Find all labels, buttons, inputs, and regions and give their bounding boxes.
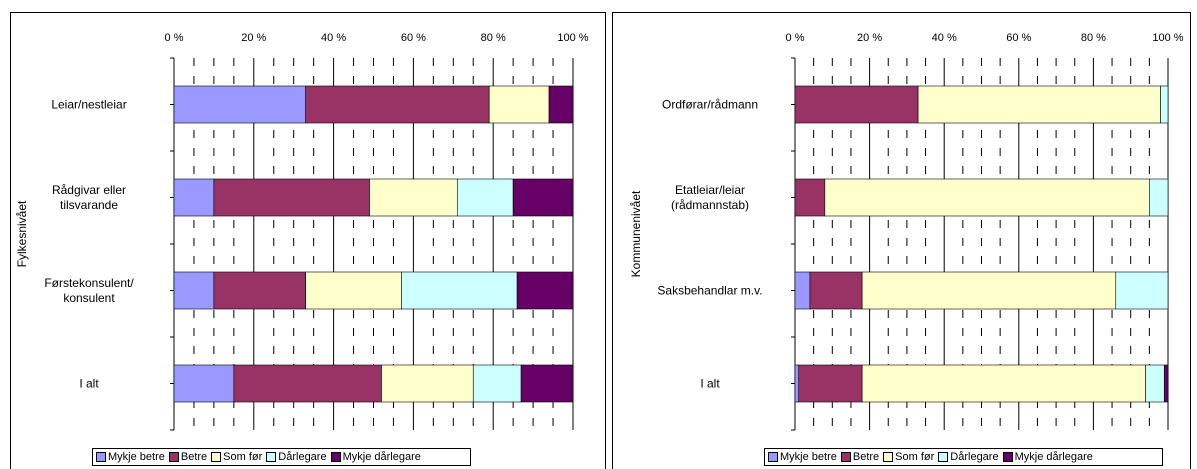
- bar-segment: [824, 178, 1150, 217]
- bar-segment: [794, 178, 826, 217]
- legend-swatch: [883, 452, 894, 462]
- bar-segment: [173, 178, 215, 217]
- bar-segment: [173, 85, 306, 124]
- x-tick-label: 0 %: [165, 32, 184, 44]
- legend-item: Som før: [883, 451, 934, 463]
- legend-swatch: [938, 452, 949, 462]
- bar-segment: [233, 364, 382, 403]
- bar-segment: [794, 364, 800, 403]
- legend-item: Mykje dårlegare: [1002, 451, 1093, 463]
- legend-item: Mykje betre: [768, 451, 837, 463]
- category-label: Ordførar/rådmann: [661, 97, 759, 111]
- bar-segment: [173, 364, 235, 403]
- category-label: I alt: [79, 376, 99, 390]
- x-tick-label: 60 %: [401, 32, 426, 44]
- bar-segment: [305, 271, 402, 310]
- panel-frame: [10, 12, 606, 469]
- legend-label: Mykje betre: [108, 451, 165, 463]
- bar-segment: [213, 178, 370, 217]
- legend-label: Mykje dårlegare: [342, 451, 421, 463]
- legend-item: Betre: [840, 451, 880, 463]
- bar-segment: [1163, 364, 1169, 403]
- bar-segment: [809, 271, 863, 310]
- bar-segment: [1115, 271, 1169, 310]
- legend-swatch: [840, 452, 851, 462]
- bar-segment: [861, 271, 1117, 310]
- legend-swatch: [1002, 452, 1013, 462]
- bar-segment: [1160, 85, 1169, 124]
- x-tick-label: 60 %: [1006, 32, 1031, 44]
- legend-label: Betre: [180, 451, 208, 463]
- bar-segment: [213, 271, 306, 310]
- bar-segment: [917, 85, 1161, 124]
- panel-frame: [612, 12, 1191, 469]
- x-tick-label: 20 %: [241, 32, 266, 44]
- category-label: Saksbehandlar m.v.: [657, 283, 763, 297]
- bar-segment: [1145, 364, 1165, 403]
- bar-segment: [516, 271, 574, 310]
- legend-label: Som før: [223, 451, 263, 463]
- bar-segment: [861, 364, 1146, 403]
- y-axis-label: Fylkesnivået: [15, 200, 29, 268]
- legend: Mykje betre Betre Som før Dårlegare Mykje då…: [92, 448, 471, 466]
- bar-segment: [173, 271, 215, 310]
- bar-segment: [401, 271, 518, 310]
- x-tick-label: 40 %: [932, 32, 957, 44]
- legend: Mykje betre Betre Som før Dårlegare Mykje då…: [764, 448, 1163, 466]
- x-tick-label: 80 %: [1081, 32, 1106, 44]
- legend-item: Mykje dårlegare: [330, 451, 421, 463]
- legend-swatch: [330, 452, 341, 462]
- bar-segment: [548, 85, 574, 124]
- bar-segment: [794, 271, 811, 310]
- legend-swatch: [211, 452, 222, 462]
- legend-label: Betre: [852, 451, 880, 463]
- x-tick-label: 40 %: [321, 32, 346, 44]
- y-axis-label: Kommunenivået: [629, 190, 643, 278]
- category-label: I alt: [700, 376, 720, 390]
- legend-item: Som før: [211, 451, 262, 463]
- x-tick-label: 0 %: [786, 32, 805, 44]
- bar-segment: [488, 85, 550, 124]
- x-tick-label: 20 %: [857, 32, 882, 44]
- bar-segment: [456, 178, 514, 217]
- legend-label: Mykje betre: [780, 451, 837, 463]
- legend-swatch: [96, 452, 106, 462]
- x-tick-label: 100 %: [557, 32, 588, 44]
- legend-label: Som før: [895, 451, 935, 463]
- category-label: Leiar/nestleiar: [51, 97, 127, 111]
- bar-segment: [369, 178, 458, 217]
- legend-label: Dårlegare: [950, 451, 999, 463]
- legend-label: Mykje dårlegare: [1014, 451, 1093, 463]
- x-tick-label: 100 %: [1152, 32, 1183, 44]
- bar-segment: [512, 178, 574, 217]
- legend-label: Dårlegare: [278, 451, 327, 463]
- bar-segment: [381, 364, 474, 403]
- bar-segment: [520, 364, 574, 403]
- legend-item: Betre: [168, 451, 208, 463]
- legend-item: Dårlegare: [938, 451, 999, 463]
- legend-item: Dårlegare: [266, 451, 327, 463]
- bar-segment: [472, 364, 522, 403]
- x-tick-label: 80 %: [481, 32, 506, 44]
- bar-segment: [794, 85, 919, 124]
- category-label: Etatleiar/leiar (rådmannstab): [670, 182, 750, 212]
- category-label: Førstekonsulent/ konsulent: [44, 275, 134, 305]
- legend-item: Mykje betre: [96, 451, 165, 463]
- category-label: Rådgivar eller tilsvarande: [51, 182, 127, 212]
- bar-segment: [1149, 178, 1169, 217]
- legend-swatch: [168, 452, 179, 462]
- bar-segment: [305, 85, 490, 124]
- legend-swatch: [768, 452, 778, 462]
- legend-swatch: [266, 452, 277, 462]
- bar-segment: [798, 364, 863, 403]
